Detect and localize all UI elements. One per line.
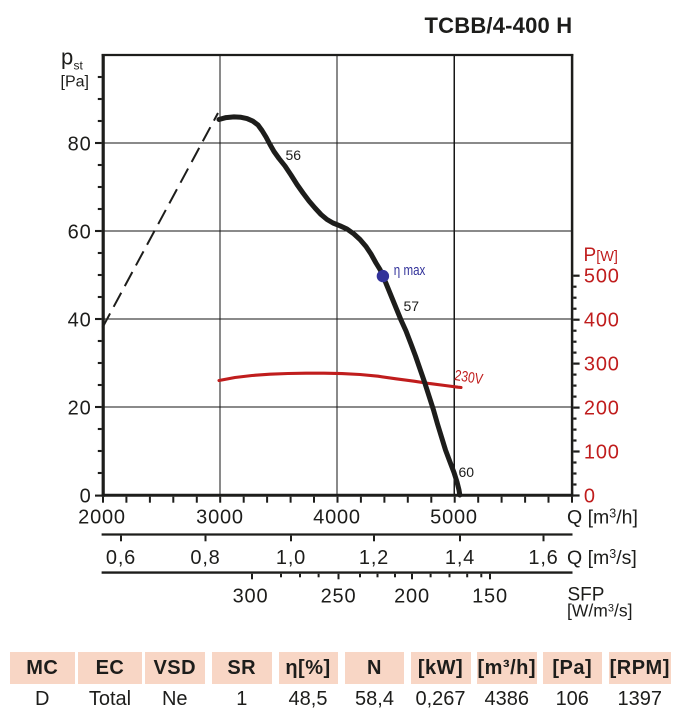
svg-text:1,2: 1,2 [359, 547, 389, 569]
svg-text:230V: 230V [453, 367, 484, 388]
svg-text:1,6: 1,6 [528, 547, 558, 569]
svg-text:st: st [74, 59, 84, 73]
svg-text:1,0: 1,0 [276, 547, 306, 569]
svg-text:0: 0 [80, 486, 92, 508]
svg-text:40: 40 [68, 310, 92, 332]
svg-text:4000: 4000 [313, 507, 361, 529]
svg-text:60: 60 [459, 464, 475, 480]
svg-text:150: 150 [472, 586, 508, 608]
svg-text:[Pa]: [Pa] [61, 74, 89, 91]
svg-text:56: 56 [286, 147, 302, 163]
svg-text:p: p [61, 45, 73, 70]
svg-text:250: 250 [321, 586, 357, 608]
svg-text:0: 0 [584, 486, 596, 508]
svg-text:2000: 2000 [78, 507, 126, 529]
svg-text:0,6: 0,6 [106, 547, 136, 569]
svg-text:200: 200 [584, 398, 620, 420]
svg-text:1,4: 1,4 [445, 547, 475, 569]
svg-text:100: 100 [584, 442, 620, 464]
svg-text:300: 300 [584, 354, 620, 376]
svg-text:TCBB/4-400 H: TCBB/4-400 H [425, 13, 573, 38]
svg-text:Q [m3/h]: Q [m3/h] [567, 507, 638, 529]
svg-text:[W/m3/s]: [W/m3/s] [567, 601, 632, 621]
svg-text:80: 80 [68, 134, 92, 156]
svg-text:200: 200 [394, 586, 430, 608]
svg-text:500: 500 [584, 266, 620, 288]
svg-text:400: 400 [584, 310, 620, 332]
svg-text:Q [m3/s]: Q [m3/s] [567, 547, 637, 569]
svg-text:0,8: 0,8 [190, 547, 220, 569]
svg-text:57: 57 [404, 298, 420, 314]
svg-text:5000: 5000 [430, 507, 478, 529]
svg-text:20: 20 [68, 398, 92, 420]
svg-text:SFP: SFP [568, 585, 605, 606]
svg-text:P[W]: P[W] [584, 245, 618, 266]
svg-text:3000: 3000 [196, 507, 244, 529]
svg-text:300: 300 [233, 586, 269, 608]
svg-text:60: 60 [68, 222, 92, 244]
svg-text:η max: η max [394, 263, 426, 279]
